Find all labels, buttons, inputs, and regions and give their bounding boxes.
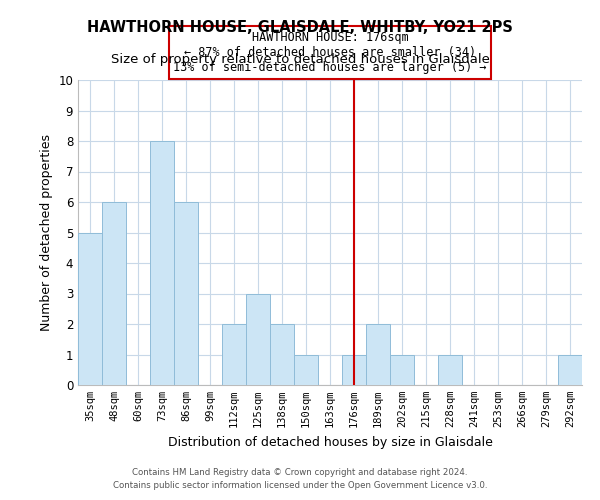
Bar: [294, 354, 318, 385]
Y-axis label: Number of detached properties: Number of detached properties: [40, 134, 53, 331]
Bar: [342, 354, 366, 385]
Bar: [438, 354, 462, 385]
Text: HAWTHORN HOUSE, GLAISDALE, WHITBY, YO21 2PS: HAWTHORN HOUSE, GLAISDALE, WHITBY, YO21 …: [87, 20, 513, 35]
Bar: [222, 324, 246, 385]
Bar: [102, 202, 126, 385]
Text: Contains public sector information licensed under the Open Government Licence v3: Contains public sector information licen…: [113, 482, 487, 490]
Bar: [270, 324, 294, 385]
Bar: [78, 232, 102, 385]
Bar: [150, 141, 174, 385]
Bar: [174, 202, 198, 385]
Text: Contains HM Land Registry data © Crown copyright and database right 2024.: Contains HM Land Registry data © Crown c…: [132, 468, 468, 477]
Bar: [366, 324, 390, 385]
Bar: [246, 294, 270, 385]
Bar: [390, 354, 414, 385]
Bar: [558, 354, 582, 385]
X-axis label: Distribution of detached houses by size in Glaisdale: Distribution of detached houses by size …: [167, 436, 493, 448]
Text: HAWTHORN HOUSE: 176sqm
← 87% of detached houses are smaller (34)
13% of semi-det: HAWTHORN HOUSE: 176sqm ← 87% of detached…: [173, 31, 487, 74]
Text: Size of property relative to detached houses in Glaisdale: Size of property relative to detached ho…: [110, 52, 490, 66]
